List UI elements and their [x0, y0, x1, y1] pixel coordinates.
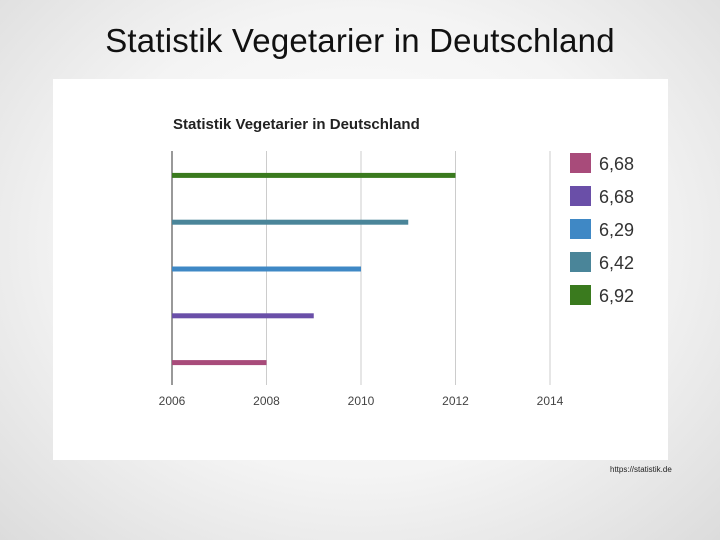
bar [172, 172, 456, 178]
x-tick-label: 2008 [253, 394, 280, 408]
legend-swatch [570, 285, 591, 305]
legend-label: 6,42 [599, 253, 634, 273]
x-tick-label: 2006 [159, 394, 186, 408]
chart-title: Statistik Vegetarier in Deutschland [173, 116, 420, 133]
legend-label: 6,92 [599, 286, 634, 306]
legend-swatch [570, 252, 591, 272]
chart-panel: Statistik Vegetarier in Deutschland 2006… [53, 79, 668, 460]
bar [172, 360, 267, 366]
bar-chart: 2006 2008 2010 2012 2014 6,68 6,68 6,29 6,42 6,9… [159, 151, 634, 408]
legend-swatch [570, 153, 591, 173]
legend-label: 6,68 [599, 154, 634, 174]
bar [172, 219, 409, 225]
source-link[interactable]: https://statistik.de [610, 465, 672, 474]
legend-swatch [570, 219, 591, 239]
bar [172, 266, 361, 272]
x-tick-label: 2014 [537, 394, 564, 408]
legend-label: 6,29 [599, 220, 634, 240]
bar [172, 313, 314, 319]
x-tick-label: 2012 [442, 394, 469, 408]
slide-title: Statistik Vegetarier in Deutschland [105, 22, 615, 59]
legend-label: 6,68 [599, 187, 634, 207]
x-tick-label: 2010 [348, 394, 375, 408]
legend-swatch [570, 186, 591, 206]
